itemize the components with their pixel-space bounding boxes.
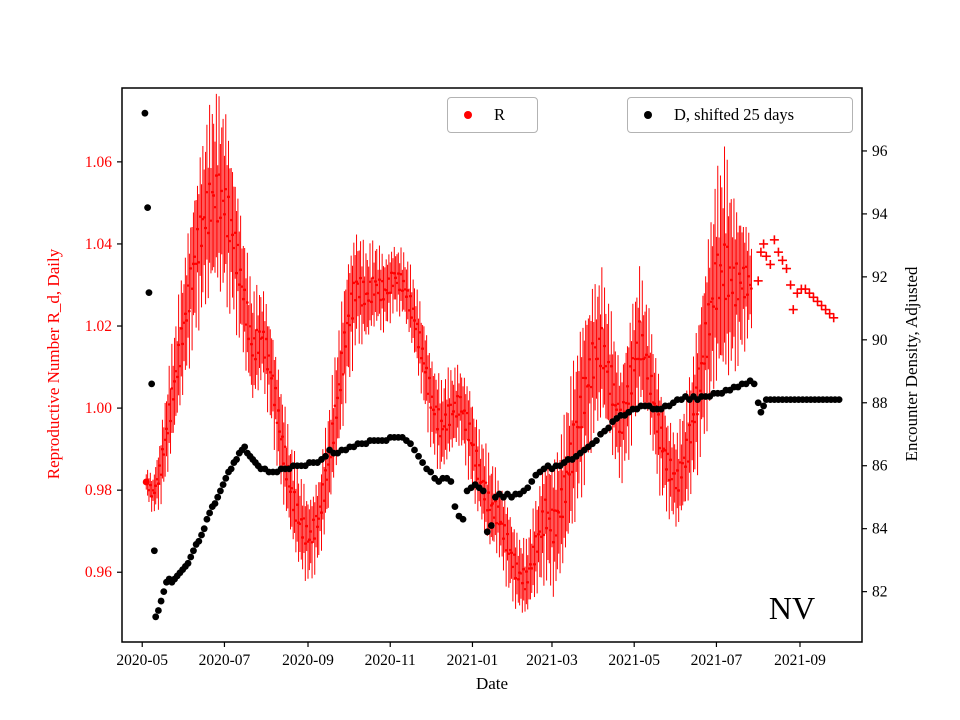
right-tick-label: 92: [872, 269, 888, 286]
x-tick-label: 2020-05: [116, 652, 168, 669]
left-tick-label: 1.06: [85, 154, 112, 171]
right-tick-label: 94: [872, 206, 888, 223]
right-tick-label: 96: [872, 143, 888, 160]
x-tick-label: 2021-01: [447, 652, 499, 669]
x-tick-label: 2020-09: [282, 652, 334, 669]
legend-r-label: R: [494, 105, 506, 124]
d-dot-series: [141, 109, 843, 621]
right-tick-label: 90: [872, 332, 888, 349]
left-tick-label: 1.04: [85, 236, 112, 253]
legend-r: R: [447, 97, 538, 133]
right-tick-label: 82: [872, 584, 888, 601]
x-tick-label: 2020-11: [365, 652, 416, 669]
x-tick-label: 2021-05: [608, 652, 660, 669]
x-tick-label: 2021-03: [526, 652, 578, 669]
right-tick-label: 88: [872, 395, 888, 412]
x-tick-label: 2021-09: [774, 652, 826, 669]
r-errorbar-series: [142, 93, 753, 613]
right-tick-label: 84: [872, 521, 888, 538]
r-late-plus-series: [753, 235, 839, 323]
legend-d-label: D, shifted 25 days: [674, 105, 795, 124]
left-axis-ticks: 0.96 0.98 1.00 1.02 1.04 1.06: [85, 154, 122, 581]
axes: [121, 87, 863, 643]
left-tick-label: 1.00: [85, 400, 112, 417]
x-axis-ticks: 2020-05 2020-07 2020-09 2020-11 2021-01 2021-…: [116, 642, 826, 669]
x-tick-label: 2020-07: [199, 652, 251, 669]
right-axis-ticks: 82 84 86 88 90 92 94 96: [862, 143, 888, 601]
left-axis-label: Reproductive Number R_d, Daily: [44, 248, 63, 480]
left-tick-label: 0.98: [85, 482, 112, 499]
x-tick-label: 2021-07: [691, 652, 743, 669]
right-axis-label: Encounter Density, Adjusted: [902, 266, 921, 462]
legend-r-marker-icon: [464, 111, 472, 119]
left-tick-label: 0.96: [85, 564, 112, 581]
legend-d-marker-icon: [644, 111, 652, 119]
state-label: NV: [768, 590, 816, 626]
left-tick-label: 1.02: [85, 318, 112, 335]
legend-d-shifted: D, shifted 25 days: [627, 97, 853, 133]
x-axis-label: Date: [475, 674, 509, 693]
right-tick-label: 86: [872, 458, 888, 475]
